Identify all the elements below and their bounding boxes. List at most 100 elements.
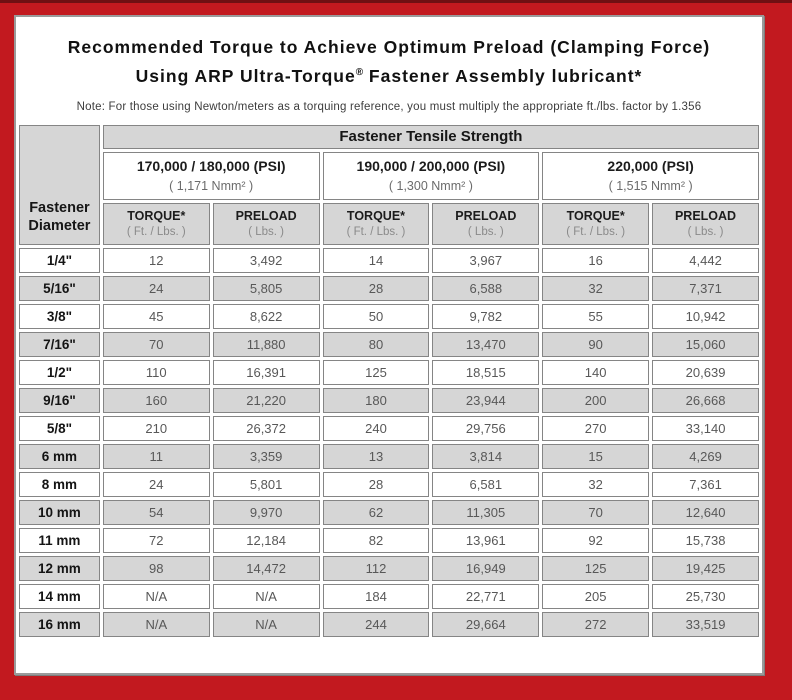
diameter-cell: 3/8" bbox=[19, 303, 100, 329]
preload-column-header-2: PRELOAD ( Lbs. ) bbox=[432, 202, 540, 245]
value-cell: 210 bbox=[102, 415, 210, 441]
table-row: 3/8" 45 8,622 50 9,782 55 10,942 bbox=[19, 303, 759, 329]
fastener-diameter-header: Fastener Diameter bbox=[19, 124, 100, 245]
value-cell: 14 bbox=[322, 247, 430, 273]
page-title: Recommended Torque to Achieve Optimum Pr… bbox=[16, 17, 762, 89]
value-cell: 7,371 bbox=[652, 275, 759, 301]
value-cell: 16 bbox=[542, 247, 650, 273]
value-cell: 11,305 bbox=[432, 499, 540, 525]
diameter-cell: 9/16" bbox=[19, 387, 100, 413]
value-cell: 33,519 bbox=[652, 611, 759, 637]
value-cell: 15,738 bbox=[652, 527, 759, 553]
torque-label: TORQUE* bbox=[127, 209, 186, 224]
value-cell: 244 bbox=[322, 611, 430, 637]
value-cell: 32 bbox=[542, 275, 650, 301]
value-cell: 3,359 bbox=[212, 443, 320, 469]
value-cell: 62 bbox=[322, 499, 430, 525]
value-cell: 12,640 bbox=[652, 499, 759, 525]
title-line-2-text: Using ARP Ultra-Torque bbox=[135, 65, 356, 86]
value-cell: N/A bbox=[102, 611, 210, 637]
value-cell: 23,944 bbox=[432, 387, 540, 413]
torque-units: ( Ft. / Lbs. ) bbox=[126, 226, 186, 239]
value-cell: 3,967 bbox=[432, 247, 540, 273]
strength-group-170-180: 170,000 / 180,000 (PSI) ( 1,171 Nmm² ) bbox=[102, 151, 320, 200]
preload-label: PRELOAD bbox=[235, 209, 297, 224]
value-cell: 13 bbox=[322, 443, 430, 469]
table-row: 16 mm N/A N/A 244 29,664 272 33,519 bbox=[19, 611, 759, 637]
value-cell: 6,581 bbox=[432, 471, 540, 497]
value-cell: 54 bbox=[102, 499, 210, 525]
value-cell: 16,949 bbox=[432, 555, 540, 581]
value-cell: 70 bbox=[102, 331, 210, 357]
nmm-label: ( 1,515 Nmm² ) bbox=[608, 179, 693, 194]
torque-column-header-1: TORQUE* ( Ft. / Lbs. ) bbox=[102, 202, 210, 245]
value-cell: 26,668 bbox=[652, 387, 759, 413]
value-cell: 200 bbox=[542, 387, 650, 413]
frame-top-line bbox=[0, 0, 792, 3]
table-row: 10 mm 54 9,970 62 11,305 70 12,640 bbox=[19, 499, 759, 525]
value-cell: 14,472 bbox=[212, 555, 320, 581]
diameter-cell: 6 mm bbox=[19, 443, 100, 469]
value-cell: 7,361 bbox=[652, 471, 759, 497]
value-cell: 16,391 bbox=[212, 359, 320, 385]
value-cell: 205 bbox=[542, 583, 650, 609]
value-cell: 5,805 bbox=[212, 275, 320, 301]
value-cell: 19,425 bbox=[652, 555, 759, 581]
value-cell: 80 bbox=[322, 331, 430, 357]
strength-group-220: 220,000 (PSI) ( 1,515 Nmm² ) bbox=[542, 151, 759, 200]
diameter-cell: 5/8" bbox=[19, 415, 100, 441]
diameter-cell: 16 mm bbox=[19, 611, 100, 637]
psi-label: 190,000 / 200,000 (PSI) bbox=[356, 158, 506, 175]
fastener-diameter-header-line1: Fastener bbox=[29, 199, 90, 216]
table-row: 5/16" 24 5,805 28 6,588 32 7,371 bbox=[19, 275, 759, 301]
value-cell: 20,639 bbox=[652, 359, 759, 385]
value-cell: 13,961 bbox=[432, 527, 540, 553]
preload-column-header-1: PRELOAD ( Lbs. ) bbox=[212, 202, 320, 245]
value-cell: 140 bbox=[542, 359, 650, 385]
value-cell: N/A bbox=[102, 583, 210, 609]
tensile-strength-header: Fastener Tensile Strength bbox=[102, 124, 759, 149]
psi-label: 220,000 (PSI) bbox=[607, 158, 694, 175]
value-cell: 25,730 bbox=[652, 583, 759, 609]
value-cell: 13,470 bbox=[432, 331, 540, 357]
header-row-tensile: Fastener Diameter Fastener Tensile Stren… bbox=[19, 124, 759, 245]
value-cell: 180 bbox=[322, 387, 430, 413]
nmm-label: ( 1,171 Nmm² ) bbox=[169, 179, 254, 194]
torque-column-header-3: TORQUE* ( Ft. / Lbs. ) bbox=[542, 202, 650, 245]
table-row: 9/16" 160 21,220 180 23,944 200 26,668 bbox=[19, 387, 759, 413]
value-cell: 270 bbox=[542, 415, 650, 441]
diameter-cell: 1/4" bbox=[19, 247, 100, 273]
preload-units: ( Lbs. ) bbox=[467, 226, 504, 239]
table-row: 14 mm N/A N/A 184 22,771 205 25,730 bbox=[19, 583, 759, 609]
value-cell: 50 bbox=[322, 303, 430, 329]
value-cell: 32 bbox=[542, 471, 650, 497]
value-cell: 45 bbox=[102, 303, 210, 329]
content-card: Recommended Torque to Achieve Optimum Pr… bbox=[14, 15, 764, 675]
value-cell: 5,801 bbox=[212, 471, 320, 497]
value-cell: 72 bbox=[102, 527, 210, 553]
value-cell: N/A bbox=[212, 611, 320, 637]
value-cell: 21,220 bbox=[212, 387, 320, 413]
value-cell: 3,814 bbox=[432, 443, 540, 469]
value-cell: 24 bbox=[102, 275, 210, 301]
table-row: 8 mm 24 5,801 28 6,581 32 7,361 bbox=[19, 471, 759, 497]
title-line-1: Recommended Torque to Achieve Optimum Pr… bbox=[67, 37, 711, 57]
diameter-cell: 11 mm bbox=[19, 527, 100, 553]
value-cell: 26,372 bbox=[212, 415, 320, 441]
diameter-cell: 12 mm bbox=[19, 555, 100, 581]
preload-units: ( Lbs. ) bbox=[687, 226, 724, 239]
value-cell: 33,140 bbox=[652, 415, 759, 441]
value-cell: 12 bbox=[102, 247, 210, 273]
registered-trademark-symbol: ® bbox=[355, 67, 364, 78]
table-body: 1/4" 12 3,492 14 3,967 16 4,442 5/16" 24 5,805 28 6… bbox=[19, 247, 759, 637]
torque-column-header-2: TORQUE* ( Ft. / Lbs. ) bbox=[322, 202, 430, 245]
torque-table: Fastener Diameter Fastener Tensile Stren… bbox=[16, 122, 762, 640]
value-cell: 92 bbox=[542, 527, 650, 553]
diameter-cell: 7/16" bbox=[19, 331, 100, 357]
fastener-diameter-header-line2: Diameter bbox=[28, 217, 91, 234]
value-cell: 240 bbox=[322, 415, 430, 441]
table-row: 5/8" 210 26,372 240 29,756 270 33,140 bbox=[19, 415, 759, 441]
diameter-cell: 10 mm bbox=[19, 499, 100, 525]
value-cell: N/A bbox=[212, 583, 320, 609]
